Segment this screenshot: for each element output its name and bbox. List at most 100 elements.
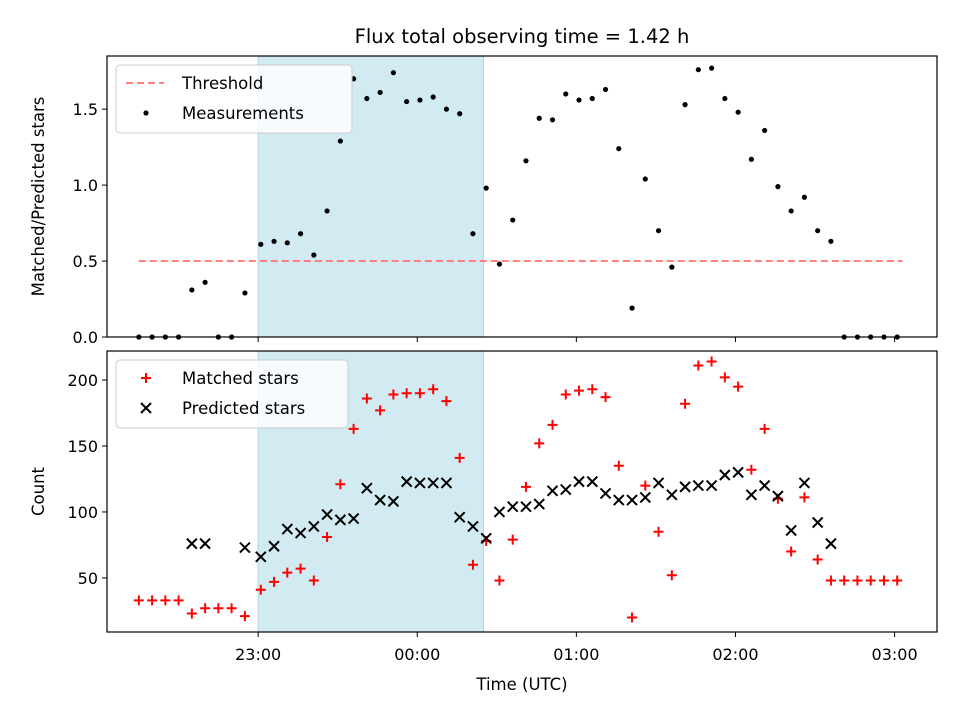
data-point bbox=[799, 492, 810, 503]
data-point bbox=[759, 423, 770, 434]
data-point bbox=[308, 575, 319, 586]
data-point bbox=[839, 575, 850, 586]
legend: Threshold Measurements bbox=[115, 64, 353, 134]
data-point bbox=[534, 438, 545, 449]
legend-box bbox=[115, 64, 353, 134]
data-point bbox=[348, 423, 359, 434]
data-point bbox=[414, 477, 426, 489]
data-point bbox=[679, 481, 691, 493]
data-point bbox=[453, 511, 466, 523]
data-point bbox=[213, 603, 224, 614]
data-point bbox=[546, 485, 559, 497]
data-point bbox=[733, 381, 744, 392]
legend: Matched stars Predicted stars bbox=[115, 359, 349, 429]
data-point bbox=[772, 490, 784, 502]
y-axis-label: Count bbox=[29, 466, 48, 516]
data-point bbox=[454, 452, 465, 463]
data-point bbox=[430, 94, 436, 100]
y-tick-label: 200 bbox=[67, 371, 98, 390]
data-point bbox=[324, 208, 330, 214]
data-point bbox=[865, 575, 876, 586]
data-point bbox=[692, 479, 705, 492]
data-point bbox=[271, 238, 277, 244]
data-point bbox=[199, 537, 211, 550]
y-tick-label: 1.0 bbox=[73, 176, 98, 195]
data-point bbox=[892, 575, 903, 586]
data-point bbox=[652, 477, 665, 489]
data-point bbox=[483, 185, 489, 191]
data-point bbox=[682, 102, 688, 108]
x-tick-label: 01:00 bbox=[553, 645, 599, 664]
data-point bbox=[390, 70, 396, 76]
data-point bbox=[709, 65, 715, 71]
y-tick-label: 0.5 bbox=[73, 252, 98, 271]
data-point bbox=[480, 532, 492, 545]
data-point bbox=[404, 98, 410, 105]
data-point bbox=[599, 487, 612, 500]
data-point bbox=[189, 287, 195, 293]
data-point bbox=[321, 508, 333, 521]
data-point bbox=[693, 360, 704, 371]
data-point bbox=[587, 384, 598, 395]
data-point bbox=[428, 384, 439, 395]
data-point bbox=[457, 111, 463, 117]
data-point bbox=[798, 477, 811, 489]
data-point bbox=[443, 106, 450, 112]
data-point bbox=[374, 494, 386, 506]
data-point bbox=[347, 512, 360, 525]
data-point bbox=[268, 540, 280, 552]
data-point bbox=[762, 127, 768, 134]
data-point bbox=[258, 241, 264, 247]
data-point bbox=[626, 494, 638, 506]
legend-handle bbox=[143, 110, 149, 116]
x-tick-label: 00:00 bbox=[394, 645, 440, 664]
data-point bbox=[507, 534, 518, 545]
data-point bbox=[200, 603, 211, 614]
data-point bbox=[745, 489, 758, 501]
data-point bbox=[828, 238, 834, 244]
data-point bbox=[666, 489, 678, 501]
data-point bbox=[255, 584, 266, 595]
data-point bbox=[281, 523, 294, 535]
data-point bbox=[560, 483, 572, 496]
data-point bbox=[427, 477, 439, 489]
data-point bbox=[613, 494, 625, 506]
data-point bbox=[387, 495, 400, 508]
data-point bbox=[746, 464, 757, 475]
data-point bbox=[375, 405, 386, 416]
data-point bbox=[186, 537, 198, 550]
data-point bbox=[627, 612, 638, 623]
data-point bbox=[440, 477, 453, 489]
data-point bbox=[680, 398, 691, 409]
data-point bbox=[640, 480, 651, 491]
data-point bbox=[294, 527, 307, 539]
data-point bbox=[811, 516, 824, 529]
data-point bbox=[493, 506, 506, 518]
data-point bbox=[642, 176, 648, 182]
data-point bbox=[706, 356, 717, 367]
data-point bbox=[173, 595, 184, 606]
legend-label: Measurements bbox=[182, 104, 304, 123]
data-point bbox=[226, 603, 237, 614]
data-point bbox=[364, 95, 370, 102]
legend-label: Predicted stars bbox=[182, 399, 305, 418]
data-point bbox=[719, 372, 730, 383]
chart-title: Flux total observing time = 1.42 h bbox=[355, 25, 690, 48]
legend-handle bbox=[141, 373, 151, 383]
data-point bbox=[377, 89, 383, 96]
data-point bbox=[401, 388, 412, 399]
data-point bbox=[825, 575, 836, 586]
data-point bbox=[589, 95, 595, 102]
data-point bbox=[520, 481, 531, 492]
data-point bbox=[295, 563, 306, 574]
data-point bbox=[239, 611, 250, 622]
data-point bbox=[705, 479, 718, 492]
data-point bbox=[334, 514, 347, 526]
x-tick-label: 23:00 bbox=[235, 645, 281, 664]
data-point bbox=[748, 156, 754, 162]
data-point bbox=[510, 217, 516, 223]
series-matched-stars bbox=[133, 356, 903, 623]
data-point bbox=[735, 109, 741, 115]
data-point bbox=[361, 393, 372, 404]
